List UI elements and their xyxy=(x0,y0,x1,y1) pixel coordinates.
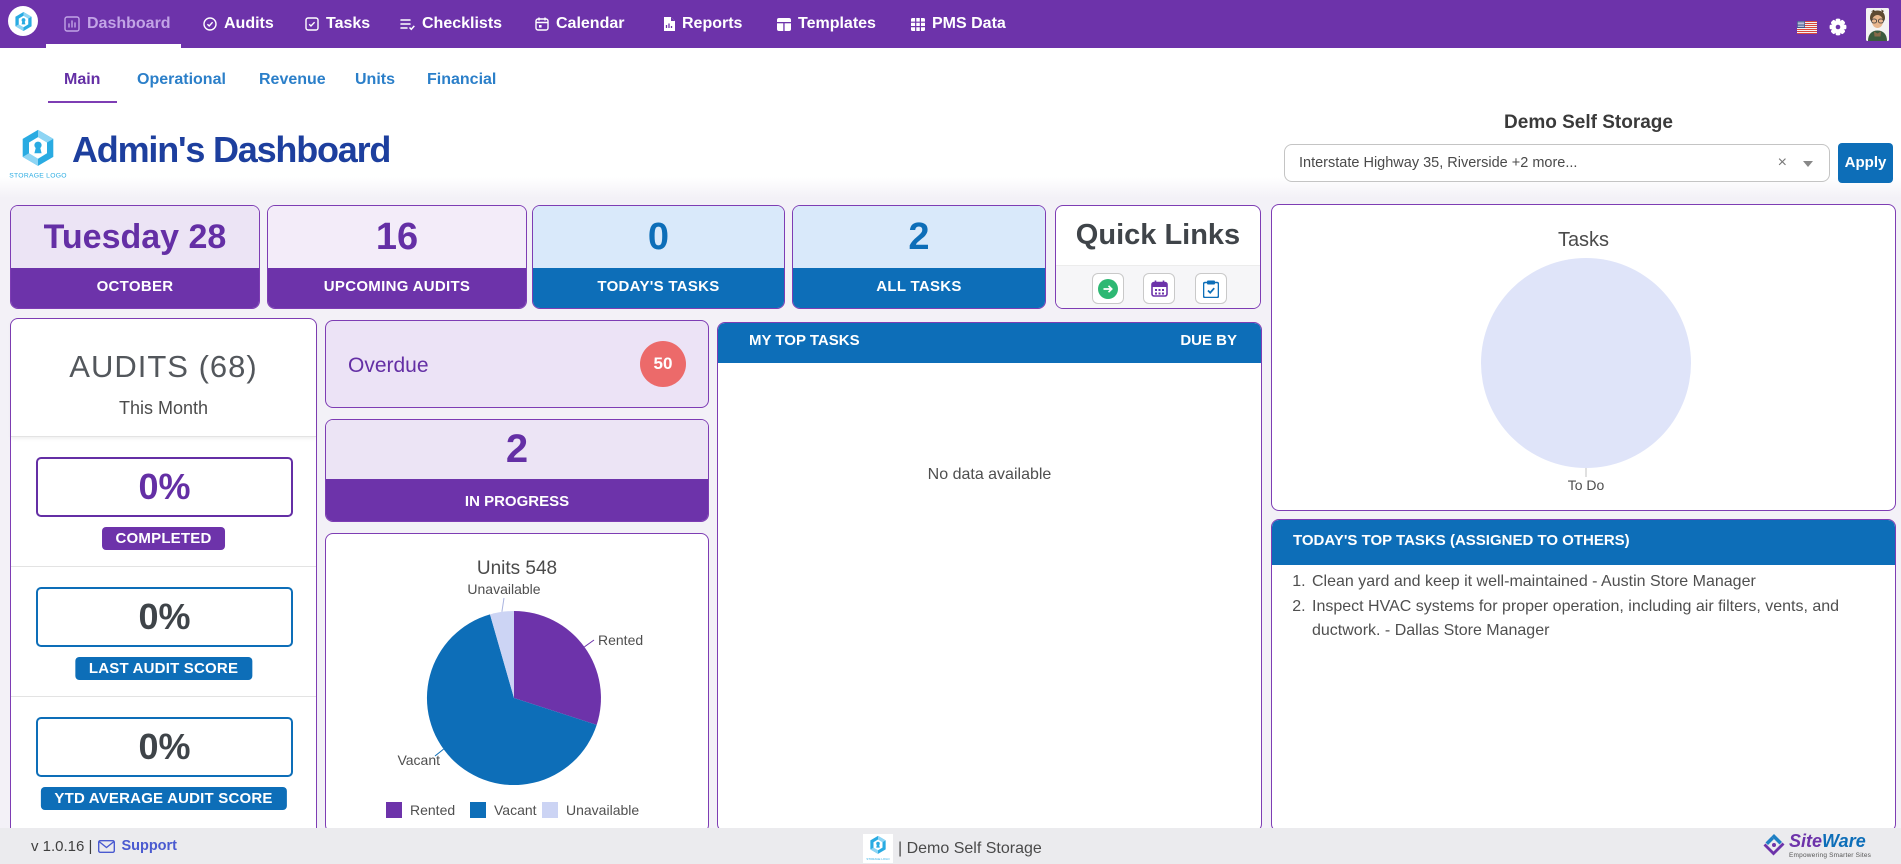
svg-text:Vacant: Vacant xyxy=(397,752,440,768)
svg-text:STORAGE LOGO: STORAGE LOGO xyxy=(866,857,890,861)
svg-text:Units 548: Units 548 xyxy=(477,558,557,579)
svg-text:Unavailable: Unavailable xyxy=(467,581,540,597)
svg-text:Unavailable: Unavailable xyxy=(566,802,639,818)
svg-text:STORAGE LOGO: STORAGE LOGO xyxy=(9,173,67,180)
svg-text:To Do: To Do xyxy=(1568,477,1605,493)
svg-text:Rented: Rented xyxy=(410,802,455,818)
svg-text:Rented: Rented xyxy=(598,632,643,648)
svg-text:Vacant: Vacant xyxy=(494,802,537,818)
